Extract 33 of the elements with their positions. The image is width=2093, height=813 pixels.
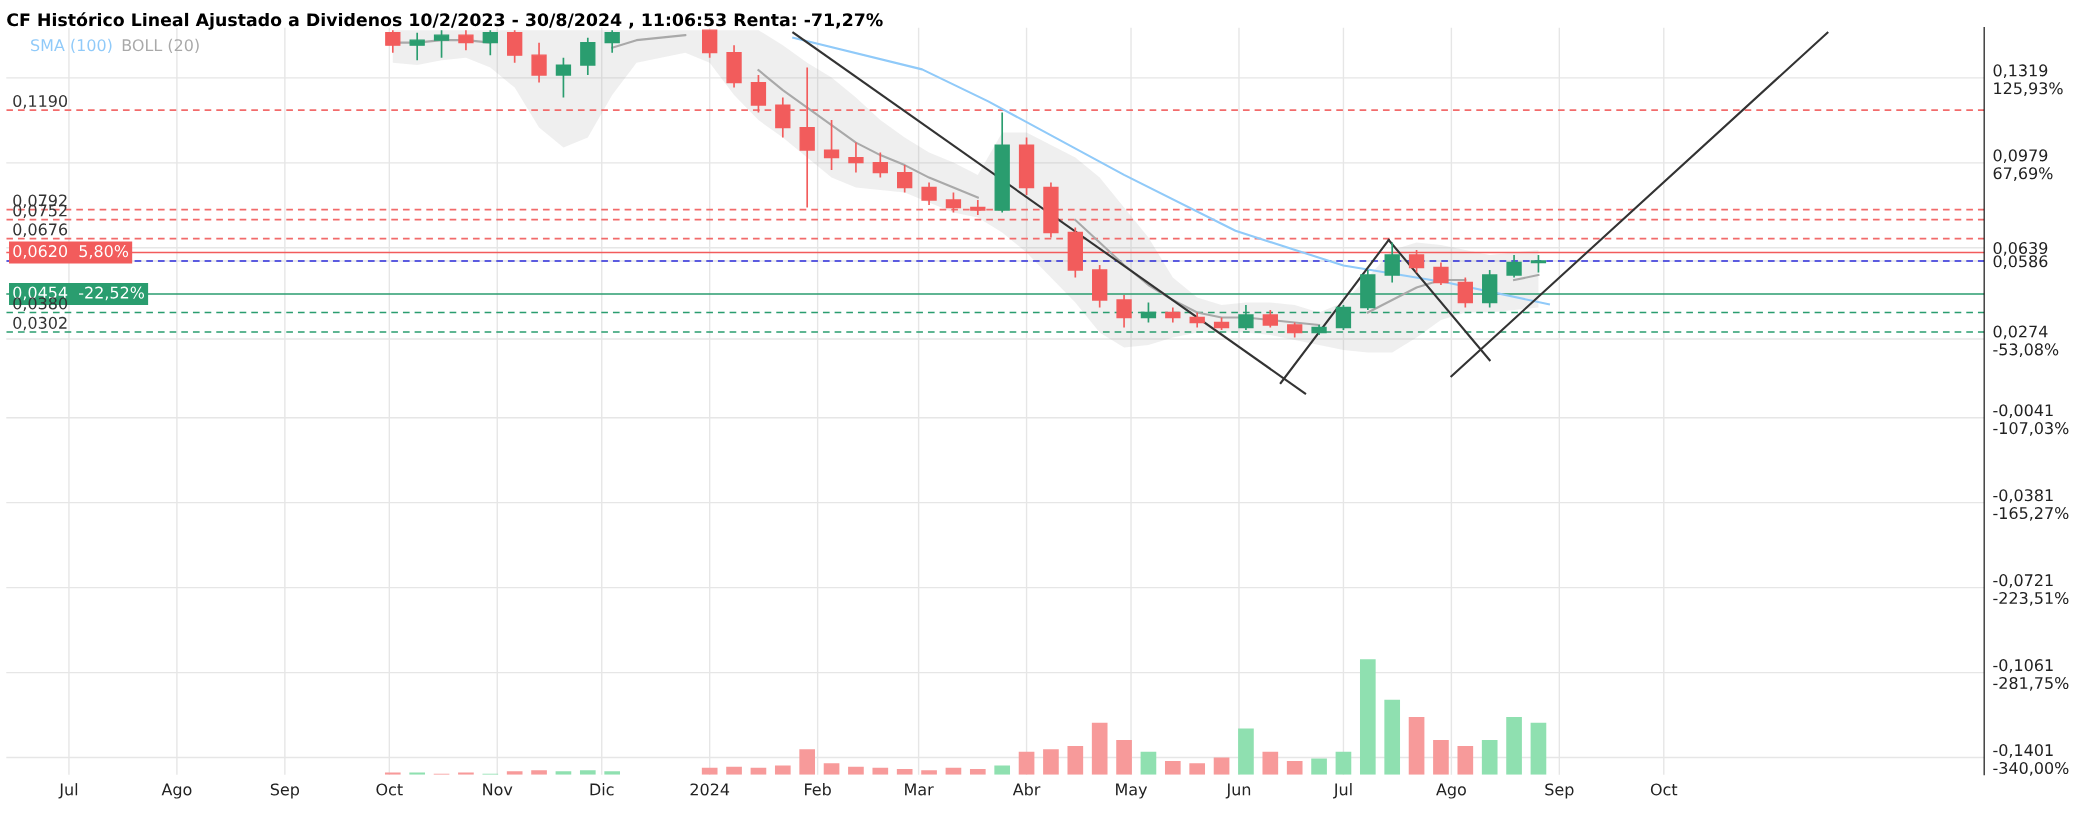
y-tick-label: 0,0639 [1993,242,2048,256]
x-tick-label: Ago [161,783,192,799]
x-tick-label: Feb [805,783,831,796]
y-tick-label: -0,0041 -107,03% [1993,404,2069,436]
x-tick-label: Sep [1545,783,1574,799]
x-tick-label: 2024 [690,783,730,796]
x-tick-label: Dic [590,783,614,796]
y-tick-label: 0,0274 -53,08% [1993,325,2059,358]
y-tick-label: 0,0979 67,69% [1993,149,2053,181]
x-tick-label: May [1116,783,1148,799]
ref-line-label: 0,1190 [13,94,68,109]
chart-title: CF Histórico Lineal Ajustado a Dividenos 10/2/2023 - 30/8/2024 , 11:06:53 Renta: -71,27% [7,12,883,30]
y-tick-label: 0,1319 125,93% [1993,64,2063,96]
x-tick-label: Nov [483,783,513,796]
x-tick-label: Ago [1436,783,1466,799]
ref-line-label: 0,0676 [13,223,68,238]
ref-line-label: 0,0620 5,80% [13,245,129,259]
text: SMA (100) [31,38,112,54]
y-tick-label: 0,0586 [1993,255,2048,269]
y-tick-label: -0,0721 -223,51% [1993,574,2069,606]
x-tick-label: Jul [58,783,78,799]
y-tick-label: -0,1401 -340,00% [1993,744,2069,776]
y-tick-label: -0,0381 -165,27% [1993,489,2069,521]
x-tick-label: Abr [1012,783,1041,796]
x-tick-label: Sep [270,783,300,799]
x-tick-label: Jun [1225,783,1251,799]
ref-line-label: 0,0302 [13,316,67,331]
x-tick-label: Oct [376,783,403,796]
x-tick-label: Jul [1332,783,1352,799]
y-tick-label: -0,1061 -281,75% [1993,659,2069,691]
x-tick-label: Oct [1650,783,1678,796]
text: BOLL (20) [122,38,199,54]
x-tick-label: Mar [905,783,934,796]
